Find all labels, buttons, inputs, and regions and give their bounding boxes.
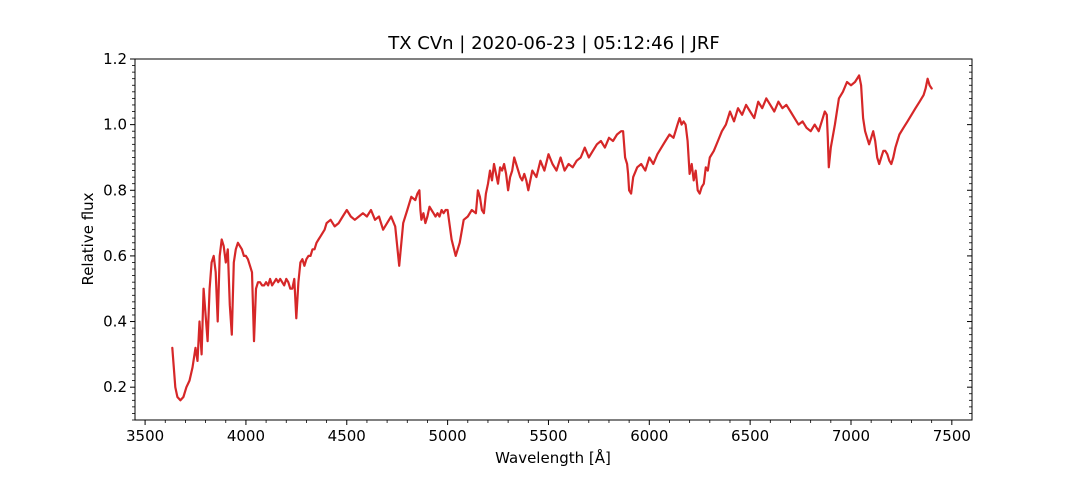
plot-area [171,74,933,402]
x-tick-label-6000: 6000 [630,427,668,445]
x-tick-label-7000: 7000 [832,427,870,445]
y-tick-label-0: 0.2 [103,378,127,396]
y-tick-label-5: 1.2 [103,50,127,68]
x-tick-label-4000: 4000 [227,427,265,445]
x-tick-label-7500: 7500 [933,427,971,445]
y-tick-label-4: 1.0 [103,116,127,134]
axes-frame [134,58,973,421]
chart-title: TX CVn | 2020-06-23 | 05:12:46 | JRF [387,33,719,54]
x-axis-label: Wavelength [Å] [495,448,611,467]
x-tick-label-5000: 5000 [429,427,467,445]
x-tick-label-6500: 6500 [731,427,769,445]
x-tick-label-4500: 4500 [328,427,366,445]
y-tick-label-1: 0.4 [103,313,127,331]
spectrum-line-0 [171,74,933,402]
x-tick-label-3500: 3500 [126,427,164,445]
axis-ticks: 3500 4000 4500 5000 5500 6000 6500 7000 7500 0.2 0… [103,50,972,445]
x-tick-label-5500: 5500 [529,427,567,445]
y-axis-label: Relative flux [79,192,97,285]
y-tick-label-3: 0.8 [103,181,127,199]
y-tick-label-2: 0.6 [103,247,127,265]
